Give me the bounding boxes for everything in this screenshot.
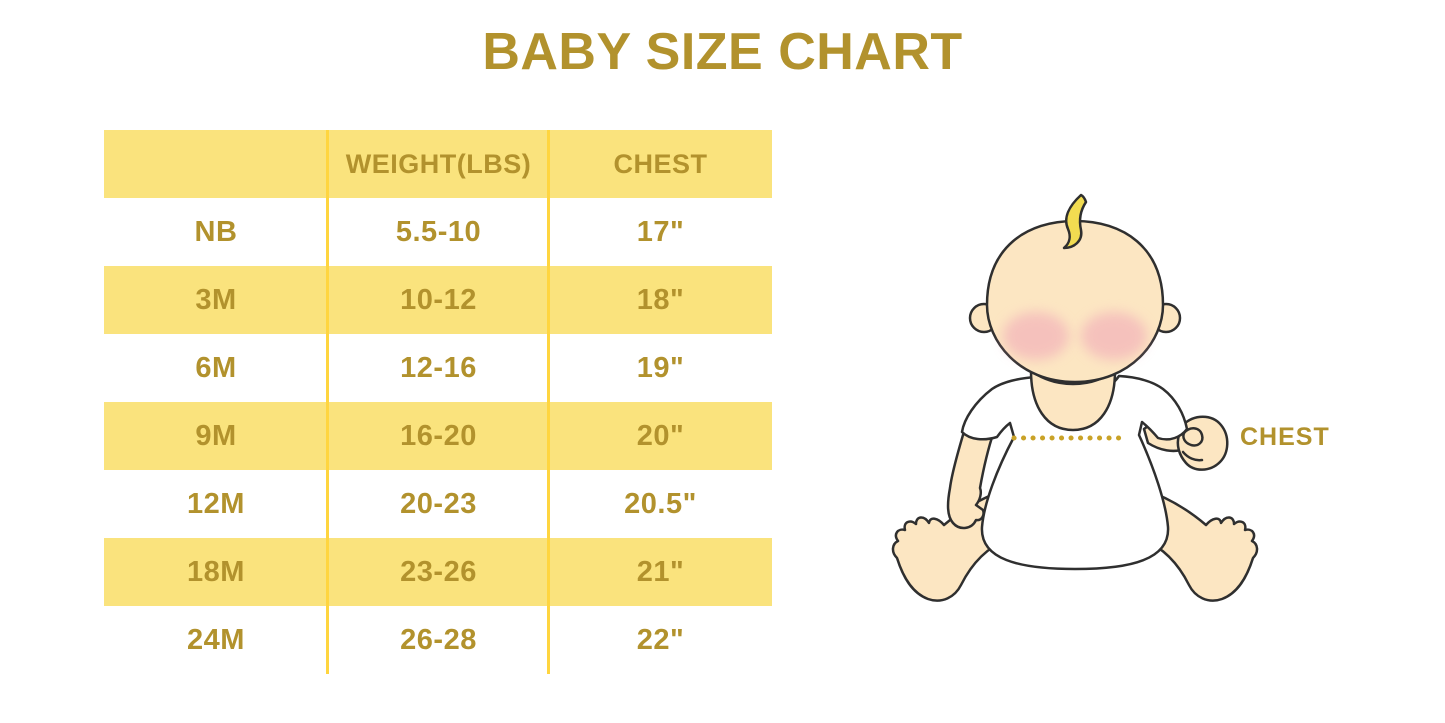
chest-cell: 17" xyxy=(636,215,685,248)
header-weight: WEIGHT(LBS) xyxy=(345,148,532,179)
size-cell: 3M xyxy=(195,283,237,316)
baby-hair-tuft xyxy=(1062,193,1088,250)
page-title: BABY SIZE CHART xyxy=(482,23,963,81)
size-cell: 24M xyxy=(187,623,245,656)
weight-cell: 23-26 xyxy=(400,555,477,588)
weight-cell: 10-12 xyxy=(400,283,477,316)
baby-illustration xyxy=(891,193,1259,602)
table-row: 3M 10-12 18" xyxy=(104,266,772,334)
size-cell: NB xyxy=(194,215,238,248)
chest-cell: 19" xyxy=(636,351,685,384)
baby-fist-thumb xyxy=(1182,427,1204,447)
size-cell: 12M xyxy=(187,487,245,520)
size-cell: 9M xyxy=(195,419,237,452)
baby-onesie xyxy=(960,374,1189,571)
table-row: 18M 23-26 21" xyxy=(104,538,772,606)
chest-cell: 18" xyxy=(636,283,685,316)
chest-cell: 20.5" xyxy=(624,487,697,520)
table-row: 24M 26-28 22" xyxy=(104,606,772,674)
table-row: NB 5.5-10 17" xyxy=(104,198,772,266)
size-cell: 6M xyxy=(195,351,237,384)
baby-neck xyxy=(1029,369,1117,432)
weight-cell: 26-28 xyxy=(400,623,477,656)
table-row: 6M 12-16 19" xyxy=(104,334,772,402)
baby-fist-fingers xyxy=(1181,450,1204,462)
size-cell: 18M xyxy=(187,555,245,588)
chest-measurement-label: CHEST xyxy=(1240,423,1330,451)
weight-cell: 16-20 xyxy=(400,419,477,452)
weight-cell: 20-23 xyxy=(400,487,477,520)
column-divider-1 xyxy=(326,130,329,674)
baby-left-cheek xyxy=(1003,312,1069,360)
header-chest: CHEST xyxy=(613,148,708,179)
chest-cell: 20" xyxy=(636,419,685,452)
chest-cell: 22" xyxy=(636,623,685,656)
table-row: 9M 16-20 20" xyxy=(104,402,772,470)
weight-cell: 12-16 xyxy=(400,351,477,384)
weight-cell: 5.5-10 xyxy=(395,215,482,248)
baby-right-cheek xyxy=(1081,312,1147,360)
chest-cell: 21" xyxy=(636,555,685,588)
baby-left-arm xyxy=(946,423,996,530)
size-chart-table: WEIGHT(LBS) CHEST NB 5.5-10 17" 3M 10-12… xyxy=(104,130,772,674)
table-header-row: WEIGHT(LBS) CHEST xyxy=(104,130,772,198)
table-row: 12M 20-23 20.5" xyxy=(104,470,772,538)
table-body: NB 5.5-10 17" 3M 10-12 18" 6M 12-16 19" … xyxy=(104,198,772,674)
column-divider-2 xyxy=(547,130,550,674)
